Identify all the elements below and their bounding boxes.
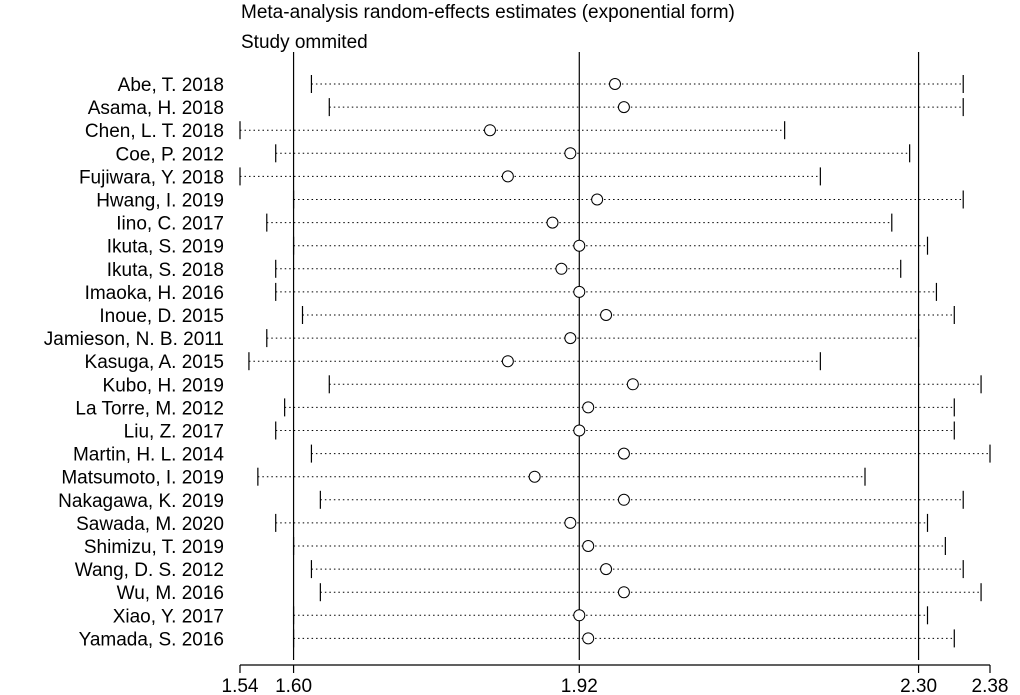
study-label: Matsumoto, I. 2019: [61, 468, 224, 489]
estimate-point: [600, 309, 613, 321]
estimate-point: [609, 78, 621, 90]
estimate-point: [546, 216, 559, 229]
estimate-point: [555, 262, 568, 275]
study-label: Wang, D. S. 2012: [75, 560, 224, 581]
estimate-point: [573, 424, 586, 437]
estimate-point: [564, 516, 577, 529]
study-row: Chen, L. T. 2018: [85, 121, 786, 142]
study-row: Asama, H. 2018: [88, 98, 964, 119]
estimate-point: [617, 586, 630, 599]
study-label: Liu, Z. 2017: [124, 422, 224, 443]
estimate-point: [564, 147, 577, 160]
x-tick-label: 2.38: [972, 676, 1009, 695]
estimate-point: [573, 239, 586, 252]
study-label: Coe, P. 2012: [116, 144, 224, 165]
study-label: Ikuta, S. 2018: [107, 260, 224, 281]
study-row: Jamieson, N. B. 2011: [44, 329, 920, 350]
study-row: Coe, P. 2012: [116, 144, 911, 165]
study-row: Hwang, I. 2019: [96, 190, 964, 212]
estimate-point: [617, 447, 630, 460]
study-row: Nakagawa, K. 2019: [58, 490, 964, 512]
study-label: Fujiwara, Y. 2018: [79, 167, 224, 188]
x-tick-label: 1.60: [275, 676, 312, 695]
study-label: Imaoka, H. 2016: [85, 283, 224, 304]
estimate-point: [582, 401, 595, 414]
estimate-point: [582, 540, 595, 552]
study-label: Sawada, M. 2020: [76, 514, 224, 535]
study-row: Iino, C. 2017: [116, 213, 893, 235]
x-axis: 1.54 1.60 1.92 2.30 2.38: [222, 664, 1009, 695]
study-label: Kasuga, A. 2015: [85, 352, 224, 373]
study-label: La Torre, M. 2012: [75, 398, 224, 419]
estimate-point: [501, 355, 514, 368]
study-row: Matsumoto, I. 2019: [61, 467, 866, 489]
study-row: Kasuga, A. 2015: [85, 352, 821, 373]
study-label: Abe, T. 2018: [118, 75, 224, 96]
study-row: Ikuta, S. 2018: [107, 259, 902, 281]
study-label: Xiao, Y. 2017: [113, 606, 224, 627]
estimate-point: [484, 124, 496, 137]
estimate-point: [626, 378, 639, 391]
study-label: Nakagawa, K. 2019: [58, 491, 224, 512]
estimate-point: [501, 170, 514, 183]
study-row: Sawada, M. 2020: [76, 513, 929, 535]
study-row: Xiao, Y. 2017: [113, 606, 929, 627]
study-row: La Torre, M. 2012: [75, 398, 955, 419]
estimate-point: [573, 609, 586, 622]
study-row: Inoue, D. 2015: [99, 306, 955, 327]
study-label: Ikuta, S. 2019: [107, 237, 224, 258]
study-row: Wu, M. 2016: [117, 583, 982, 604]
study-label: Kubo, H. 2019: [103, 375, 224, 396]
x-tick-label: 2.30: [900, 676, 937, 695]
study-row: Shimizu, T. 2019: [84, 537, 946, 558]
study-label: Wu, M. 2016: [117, 583, 224, 604]
estimate-point: [600, 563, 613, 576]
study-row: Abe, T. 2018: [118, 75, 964, 96]
study-label: Chen, L. T. 2018: [85, 121, 224, 142]
study-row: Liu, Z. 2017: [124, 421, 955, 443]
study-row: Fujiwara, Y. 2018: [79, 167, 821, 188]
estimate-point: [617, 101, 630, 114]
reference-lines: [292, 52, 920, 660]
study-row: Imaoka, H. 2016: [85, 282, 938, 304]
study-row: Ikuta, S. 2019: [107, 236, 929, 258]
study-label: Hwang, I. 2019: [96, 191, 224, 212]
estimate-point: [573, 285, 586, 298]
estimate-point: [564, 332, 577, 345]
study-row: Wang, D. S. 2012: [75, 560, 964, 581]
x-tick-label: 1.54: [222, 676, 259, 695]
study-label: Jamieson, N. B. 2011: [44, 329, 224, 350]
study-label: Inoue, D. 2015: [99, 306, 224, 327]
study-label: Iino, C. 2017: [116, 214, 224, 235]
estimate-point: [528, 470, 541, 483]
study-row: Yamada, S. 2016: [79, 629, 955, 650]
study-label: Martin, H. L. 2014: [73, 445, 224, 466]
study-row: Martin, H. L. 2014: [73, 444, 991, 466]
x-tick-label: 1.92: [561, 676, 598, 695]
study-label: Shimizu, T. 2019: [84, 537, 224, 558]
estimate-point: [617, 493, 630, 506]
study-label: Asama, H. 2018: [88, 98, 224, 119]
estimate-point: [582, 632, 595, 645]
estimate-point: [591, 193, 604, 206]
study-row: Kubo, H. 2019: [103, 375, 982, 396]
chart-title: Meta-analysis random-effects estimates (…: [241, 2, 735, 23]
chart-subtitle: Study ommited: [241, 32, 368, 53]
study-label: Yamada, S. 2016: [79, 629, 224, 650]
